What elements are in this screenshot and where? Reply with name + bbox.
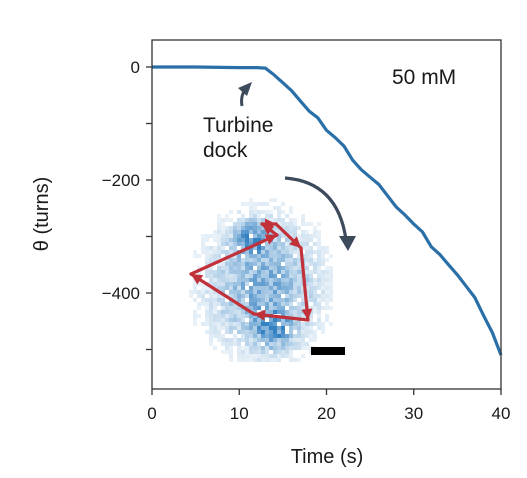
y-axis-label: θ (turns) xyxy=(31,177,53,251)
x-axis-label: Time (s) xyxy=(291,446,364,468)
trajectory-arrowhead-0 xyxy=(289,236,301,248)
trajectory-arrowhead-4 xyxy=(264,234,277,245)
trajectory-arrowhead-2 xyxy=(254,309,266,321)
y-tick-label-2: −400 xyxy=(102,284,140,303)
x-tick-label-3: 30 xyxy=(404,404,423,423)
curved-arrowhead xyxy=(339,236,356,251)
annotation-arrowhead-up xyxy=(238,82,252,96)
condition-label: 50 mM xyxy=(392,66,456,89)
inset-trajectory xyxy=(189,218,313,322)
trajectory-arrowhead-3 xyxy=(191,274,204,285)
inset-heatmap xyxy=(189,198,333,362)
axes: 0 10 20 30 40 0 −200 −400 xyxy=(102,39,511,423)
x-tick-label-4: 40 xyxy=(492,404,511,423)
series-line xyxy=(152,65,503,356)
x-tick-label-2: 20 xyxy=(317,404,336,423)
annotation-turbine: Turbine xyxy=(203,114,273,137)
trajectory-arrowhead-1 xyxy=(301,308,313,320)
scale-bar xyxy=(311,347,345,355)
annotation-dock: dock xyxy=(203,139,248,162)
y-tick-label-0: 0 xyxy=(131,58,140,77)
x-tick-label-1: 10 xyxy=(230,404,249,423)
x-tick-label-0: 0 xyxy=(147,404,156,423)
plot-frame xyxy=(151,39,502,390)
curved-arrow xyxy=(284,176,348,241)
trajectory-segment-3 xyxy=(189,272,256,316)
trajectory-segment-4 xyxy=(189,233,279,276)
trajectory-segment-1 xyxy=(299,246,310,322)
trajectory-arrowhead-6 xyxy=(265,218,276,230)
y-tick-label-1: −200 xyxy=(102,171,140,190)
